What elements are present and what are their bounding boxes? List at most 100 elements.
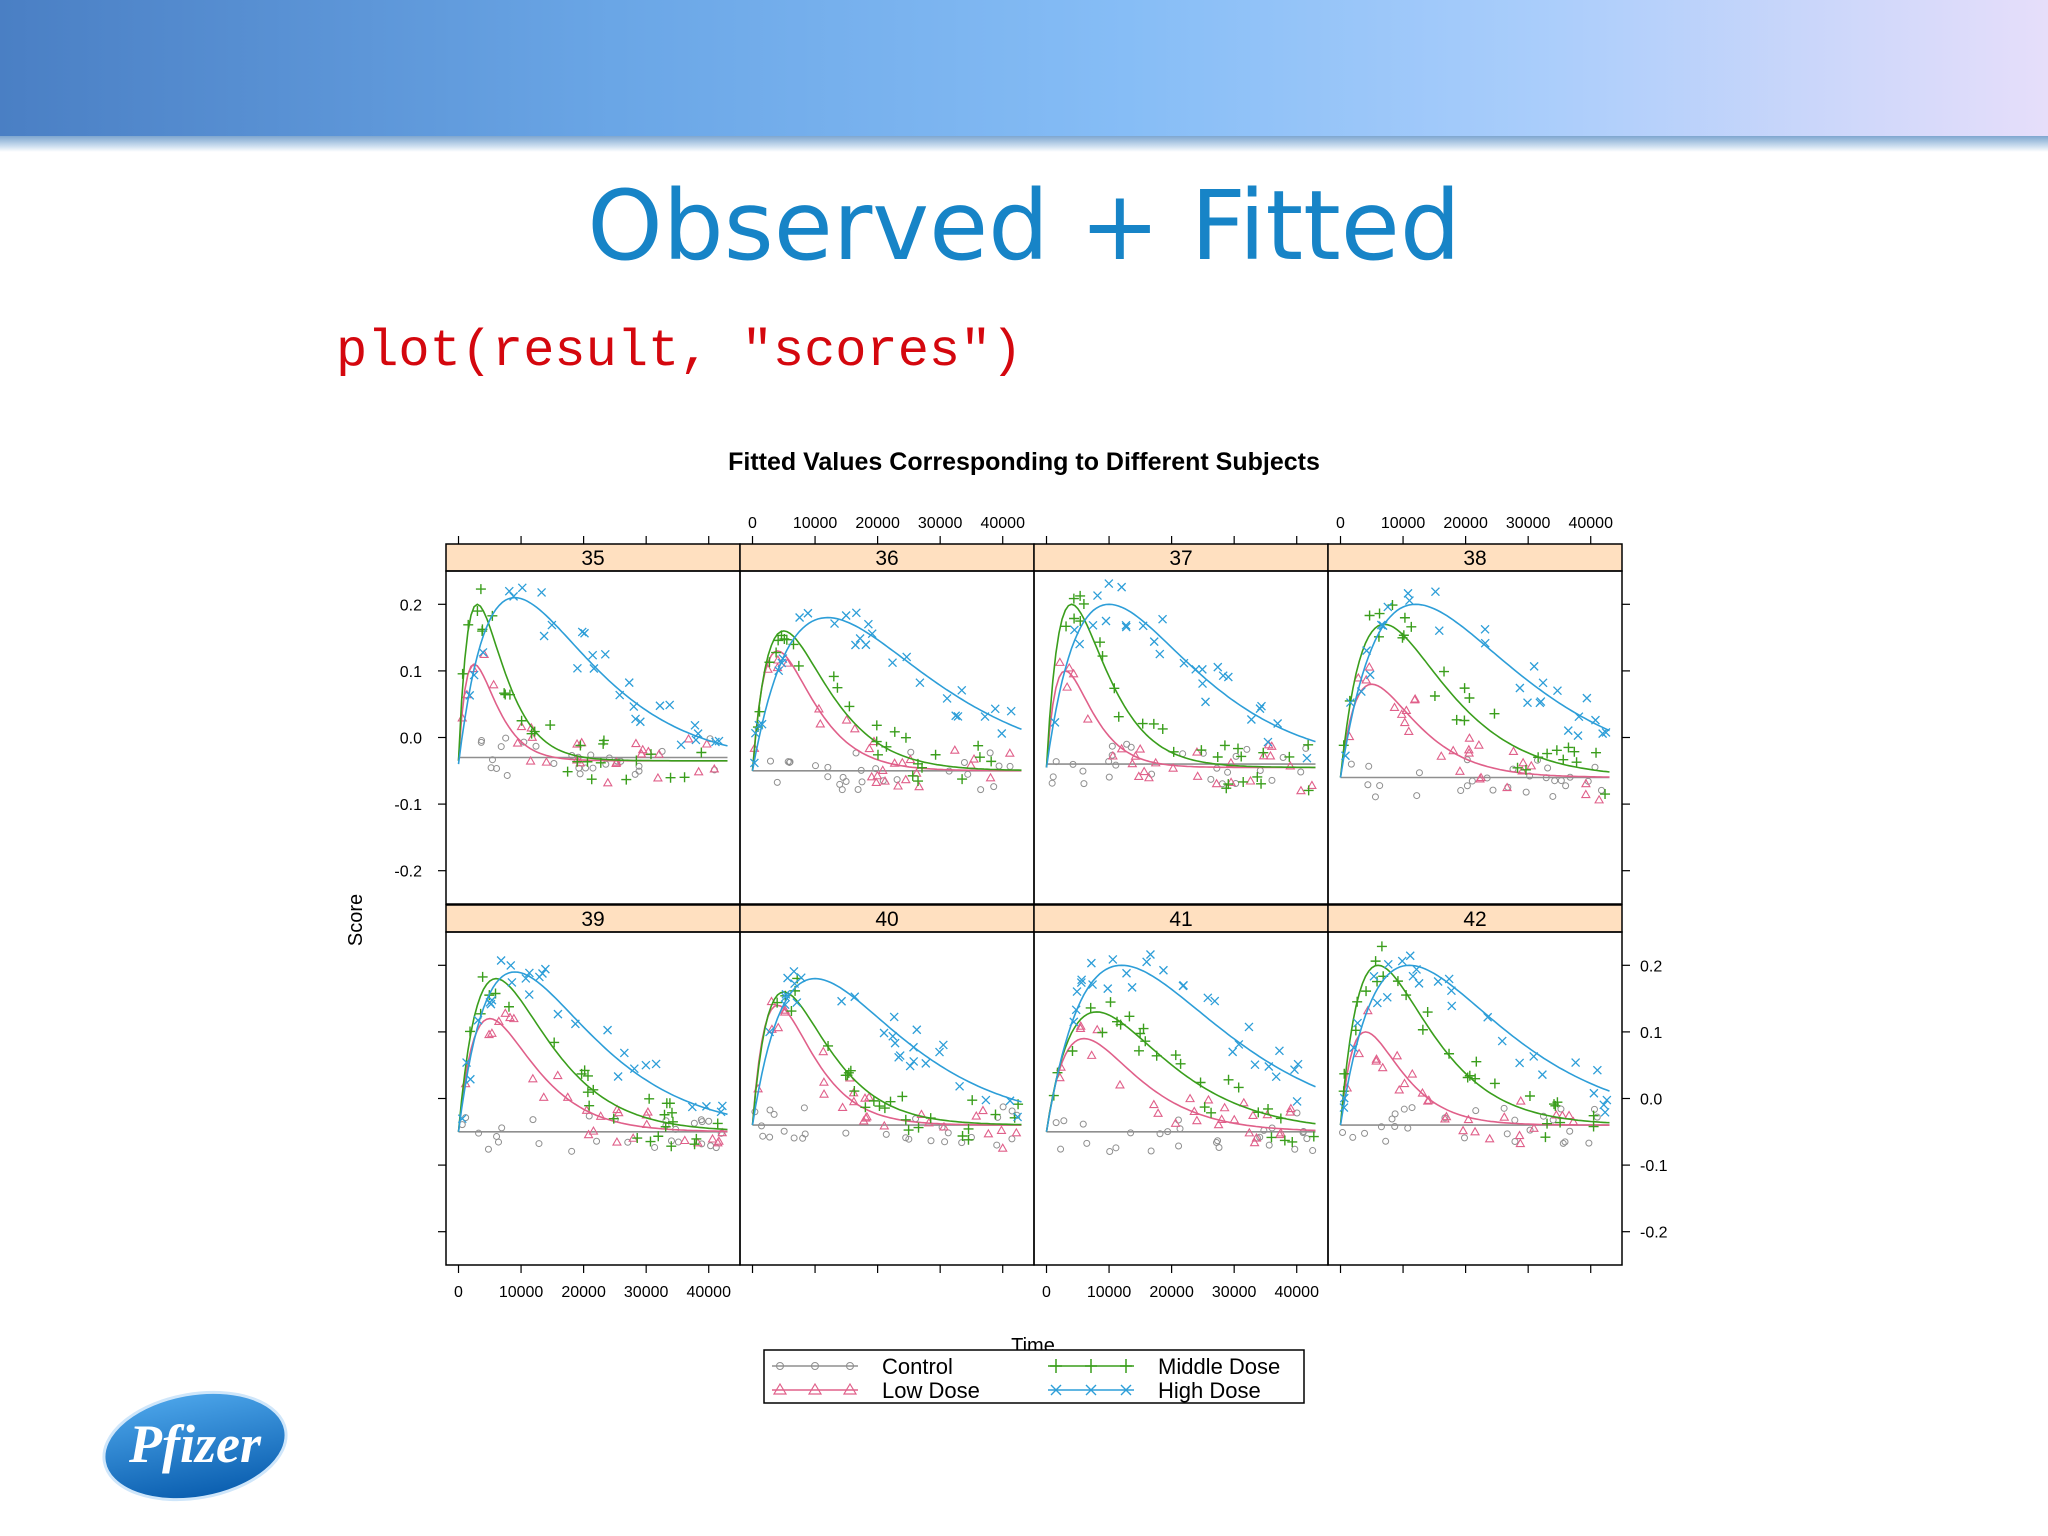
- legend-marker: [842, 1382, 858, 1395]
- observation-high-dose: [1228, 1047, 1238, 1057]
- observation-high-dose: [1263, 737, 1273, 747]
- observation-control: [960, 758, 968, 766]
- observation-low-dose: [1473, 740, 1484, 749]
- observation-middle-dose: [631, 755, 642, 766]
- observation-middle-dose: [667, 1116, 678, 1127]
- observation-low-dose: [949, 745, 960, 754]
- observation-low-dose: [1192, 746, 1202, 756]
- observation-low-dose: [1417, 1087, 1428, 1097]
- observation-middle-dose: [1370, 956, 1381, 967]
- observation-high-dose: [953, 711, 963, 721]
- observation-high-dose: [504, 586, 514, 596]
- observation-high-dose: [1339, 1103, 1349, 1113]
- observation-low-dose: [841, 714, 852, 724]
- observation-low-dose: [1258, 750, 1269, 760]
- observation-middle-dose: [545, 720, 556, 731]
- observation-high-dose: [1345, 698, 1355, 708]
- fitted-line-low-dose: [1339, 1031, 1610, 1126]
- observation-control: [1404, 1124, 1412, 1132]
- observation-high-dose: [1201, 697, 1210, 707]
- observation-control: [1112, 761, 1120, 769]
- observation-middle-dose: [472, 606, 483, 617]
- observation-low-dose: [1062, 682, 1073, 691]
- observation-middle-dose: [974, 752, 985, 763]
- observation-high-dose: [465, 690, 475, 700]
- observation-control: [1243, 745, 1251, 753]
- observation-high-dose: [1088, 980, 1098, 990]
- observation-middle-dose: [575, 740, 586, 751]
- observation-low-dose: [1064, 662, 1075, 672]
- observation-middle-dose: [526, 728, 537, 739]
- observation-middle-dose: [1223, 779, 1234, 790]
- observation-high-dose: [1515, 1058, 1525, 1068]
- observation-low-dose: [900, 774, 911, 784]
- observation-control: [493, 765, 501, 773]
- observation-high-dose: [553, 1009, 563, 1019]
- observation-control: [494, 1138, 502, 1146]
- observation-control: [1207, 775, 1215, 783]
- observation-low-dose: [636, 748, 647, 758]
- observation-middle-dose: [990, 1109, 1001, 1120]
- observation-middle-dose: [632, 1133, 643, 1144]
- panel-strip: [445, 904, 741, 933]
- observation-control: [1112, 1144, 1120, 1152]
- observation-control: [529, 1116, 537, 1124]
- observation-middle-dose: [1115, 1019, 1126, 1030]
- legend-marker: [811, 1362, 819, 1370]
- observation-control: [1108, 742, 1116, 750]
- observation-low-dose: [1392, 1050, 1403, 1060]
- observation-control: [1391, 1110, 1399, 1118]
- observation-middle-dose: [1233, 743, 1243, 754]
- observation-low-dose: [1410, 693, 1421, 703]
- observation-high-dose: [465, 1074, 475, 1084]
- observation-low-dose: [815, 718, 826, 728]
- observation-low-dose: [538, 1092, 549, 1101]
- fitted-line-high-dose: [1045, 603, 1316, 768]
- observation-low-dose: [818, 1077, 829, 1086]
- observation-low-dose: [1248, 1110, 1258, 1120]
- observation-low-dose: [1213, 1119, 1224, 1129]
- observation-high-dose: [485, 997, 495, 1007]
- observation-middle-dose: [986, 756, 997, 767]
- observation-control: [1347, 760, 1355, 768]
- observation-low-dose: [1564, 1110, 1575, 1120]
- panel-label: 36: [875, 547, 898, 570]
- observation-high-dose: [1290, 1065, 1299, 1075]
- observation-middle-dose: [598, 735, 609, 746]
- y-tick-label: 0.1: [1640, 1025, 1662, 1042]
- observation-low-dose: [1127, 758, 1138, 768]
- observation-low-dose: [679, 1135, 690, 1145]
- observation-high-dose: [469, 670, 479, 680]
- observation-middle-dose: [781, 634, 792, 645]
- observation-low-dose: [611, 757, 622, 766]
- observation-middle-dose: [1429, 690, 1440, 701]
- observation-control: [674, 1138, 682, 1146]
- observation-middle-dose: [1221, 783, 1232, 794]
- observation-middle-dose: [1352, 996, 1363, 1007]
- observation-middle-dose: [771, 647, 782, 658]
- observation-control: [624, 1138, 632, 1146]
- observation-high-dose: [1293, 1059, 1303, 1069]
- observation-low-dose: [1499, 1112, 1510, 1121]
- observation-low-dose: [1377, 1062, 1388, 1072]
- observation-low-dose: [1470, 1126, 1480, 1136]
- legend-marker: [1050, 1384, 1062, 1396]
- observation-low-dose: [1266, 741, 1277, 750]
- observation-high-dose: [1553, 686, 1562, 696]
- legend-marker: [1120, 1359, 1132, 1373]
- observation-low-dose: [1011, 1127, 1022, 1137]
- observation-control: [1526, 1126, 1534, 1134]
- observation-middle-dose: [621, 774, 632, 785]
- legend-marker: [1085, 1359, 1097, 1373]
- observation-middle-dose: [1459, 683, 1470, 694]
- observation-high-dose: [1155, 649, 1165, 659]
- observation-high-dose: [1582, 693, 1592, 703]
- observation-low-dose: [1211, 778, 1222, 788]
- observation-high-dose: [600, 649, 610, 659]
- fitted-line-middle-dose: [1339, 623, 1610, 778]
- observation-middle-dose: [903, 1125, 914, 1136]
- observation-low-dose: [652, 772, 663, 782]
- y-tick-label: -0.2: [394, 864, 422, 881]
- observation-low-dose: [893, 780, 903, 790]
- observation-low-dose: [1115, 1079, 1125, 1089]
